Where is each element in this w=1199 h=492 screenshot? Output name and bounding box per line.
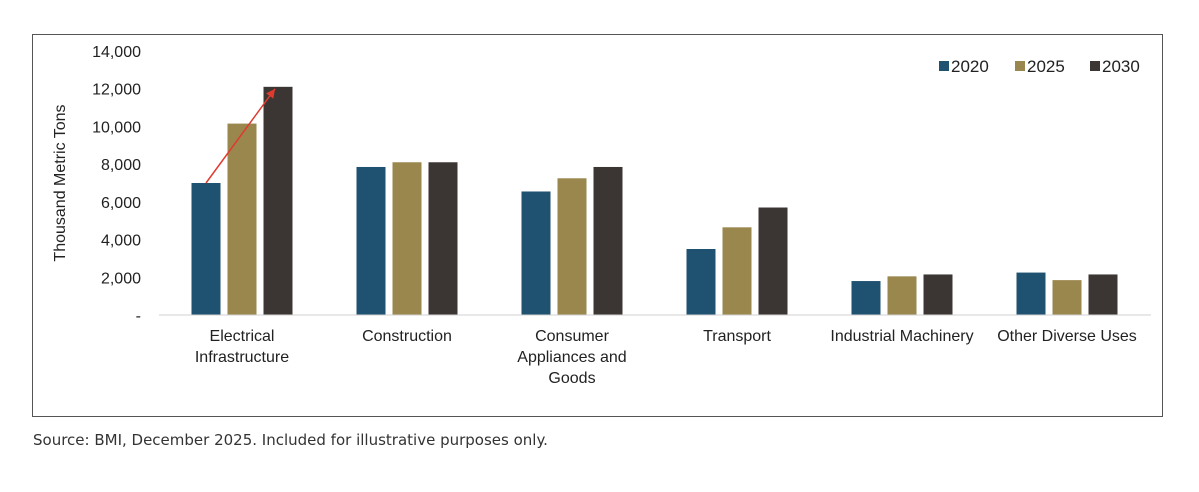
- bar-2025: [557, 178, 587, 315]
- y-tick-label: 6,000: [101, 195, 141, 212]
- bar-2030: [428, 162, 458, 315]
- bar-2020: [521, 191, 551, 315]
- y-tick-label: -: [136, 308, 141, 325]
- bar-2030: [263, 86, 293, 315]
- y-tick-label: 14,000: [92, 44, 141, 61]
- bar-2020: [1016, 272, 1046, 315]
- legend-label-2025: 2025: [1027, 57, 1065, 76]
- bar-2025: [887, 276, 917, 315]
- growth-arrow: [205, 88, 276, 184]
- y-tick-label: 10,000: [92, 119, 141, 136]
- x-category-label: Construction: [362, 328, 452, 345]
- y-tick-label: 12,000: [92, 82, 141, 99]
- y-tick-label: 8,000: [101, 157, 141, 174]
- legend-label-2020: 2020: [951, 57, 989, 76]
- chart-frame: - 2,000 4,000 6,000 8,000 10,000 12,000 14,000 T…: [32, 34, 1163, 417]
- x-category-label: Other Diverse Uses: [997, 328, 1137, 345]
- x-category-label: Consumer: [535, 328, 609, 345]
- bar-2025: [227, 123, 257, 315]
- y-tick-label: 2,000: [101, 270, 141, 287]
- x-category-label: Infrastructure: [195, 349, 289, 366]
- x-category-label: Goods: [548, 370, 595, 387]
- bar-2020: [191, 183, 221, 315]
- bar-2020: [851, 281, 881, 315]
- source-note: Source: BMI, December 2025. Included for…: [33, 431, 548, 449]
- bar-2020: [686, 249, 716, 315]
- bar-2020: [356, 166, 386, 315]
- bar-2025: [722, 227, 752, 315]
- legend-swatch-2030: [1090, 61, 1100, 71]
- bar-2025: [392, 162, 422, 315]
- x-category-label: Transport: [703, 328, 771, 345]
- legend-swatch-2025: [1015, 61, 1025, 71]
- bar-2030: [923, 274, 953, 315]
- bar-2030: [593, 166, 623, 315]
- chart-svg: - 2,000 4,000 6,000 8,000 10,000 12,000 14,000 T…: [52, 44, 1151, 387]
- bar-2025: [1052, 280, 1082, 315]
- x-category-label: Appliances and: [517, 349, 626, 366]
- bar-2030: [758, 207, 788, 315]
- legend-label-2030: 2030: [1102, 57, 1140, 76]
- bar-2030: [1088, 274, 1118, 315]
- y-tick-label: 4,000: [101, 233, 141, 250]
- x-category-label: Electrical: [210, 328, 275, 345]
- x-category-label: Industrial Machinery: [830, 328, 973, 345]
- legend-swatch-2020: [939, 61, 949, 71]
- y-axis-title: Thousand Metric Tons: [52, 104, 69, 261]
